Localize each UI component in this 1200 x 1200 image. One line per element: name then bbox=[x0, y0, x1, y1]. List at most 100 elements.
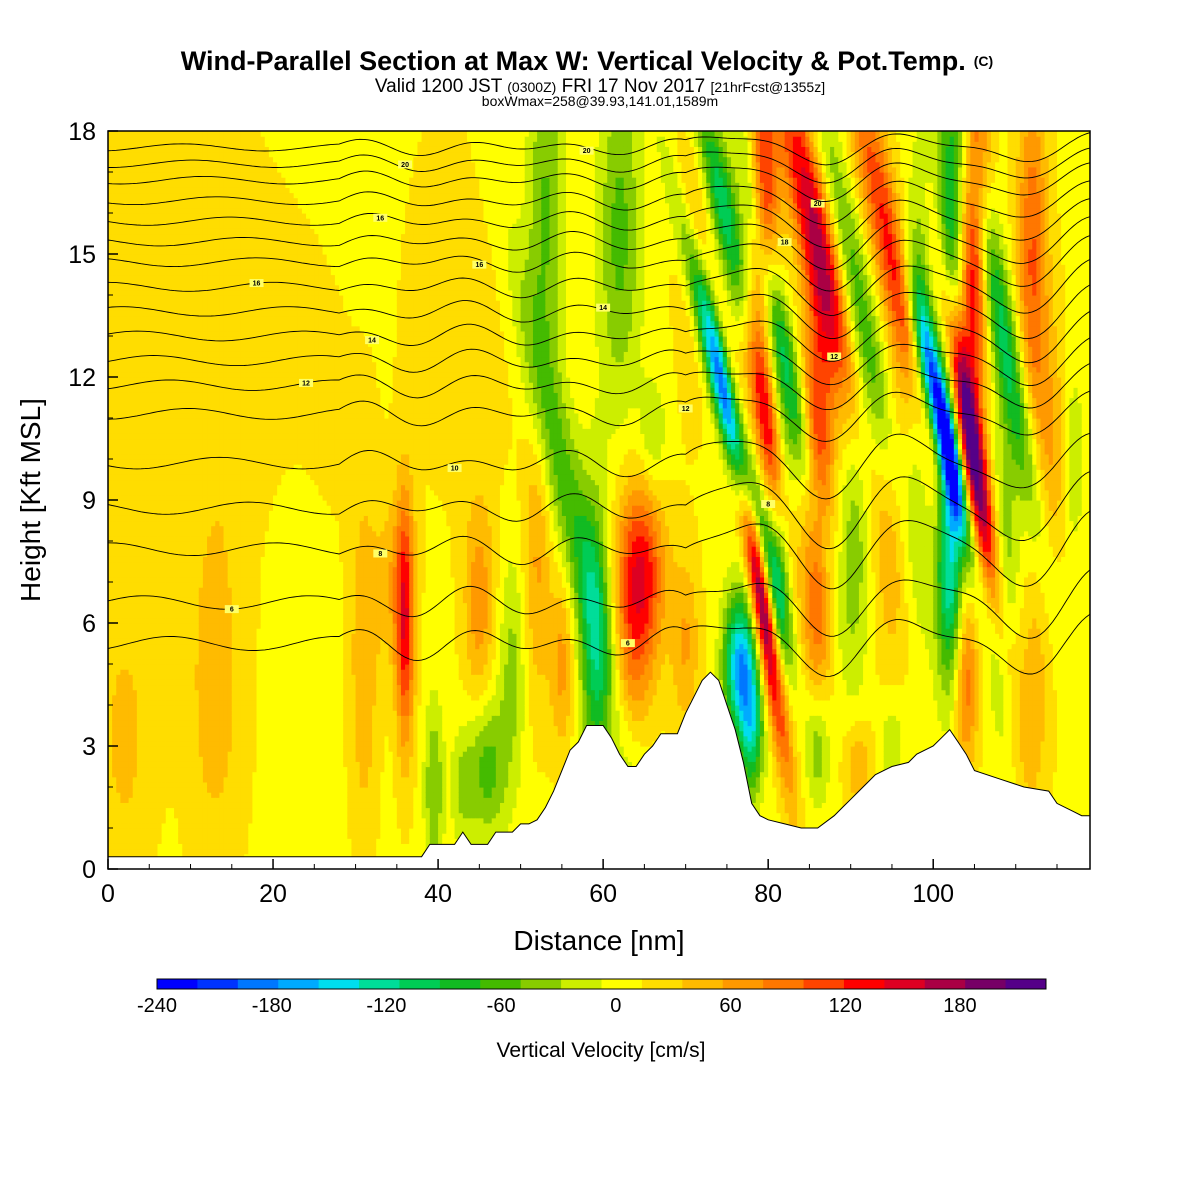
velocity-cell bbox=[166, 587, 171, 593]
velocity-cell bbox=[112, 761, 117, 767]
velocity-cell bbox=[232, 321, 237, 327]
velocity-cell bbox=[170, 152, 175, 158]
velocity-cell bbox=[228, 823, 233, 829]
velocity-cell bbox=[199, 331, 204, 337]
velocity-cell bbox=[244, 285, 249, 291]
velocity-cell bbox=[203, 838, 208, 844]
velocity-cell bbox=[186, 326, 191, 332]
velocity-cell bbox=[182, 403, 187, 409]
velocity-cell bbox=[166, 761, 171, 767]
velocity-cell bbox=[141, 562, 146, 568]
velocity-cell bbox=[125, 751, 130, 757]
velocity-cell bbox=[112, 843, 117, 849]
velocity-cell bbox=[186, 551, 191, 557]
velocity-cell bbox=[219, 813, 224, 819]
velocity-cell bbox=[182, 398, 187, 404]
velocity-cell bbox=[224, 659, 229, 665]
velocity-cell bbox=[153, 351, 158, 357]
velocity-cell bbox=[236, 664, 241, 670]
velocity-cell bbox=[170, 587, 175, 593]
velocity-cell bbox=[178, 362, 183, 368]
velocity-cell bbox=[244, 843, 249, 849]
velocity-cell bbox=[236, 280, 241, 286]
velocity-cell bbox=[137, 654, 142, 660]
velocity-cell bbox=[186, 157, 191, 163]
velocity-cell bbox=[129, 700, 134, 706]
velocity-cell bbox=[133, 275, 138, 281]
velocity-cell bbox=[182, 787, 187, 793]
velocity-cell bbox=[133, 387, 138, 393]
velocity-cell bbox=[133, 203, 138, 209]
velocity-cell bbox=[199, 746, 204, 752]
velocity-cell bbox=[207, 731, 212, 737]
velocity-cell bbox=[120, 813, 125, 819]
velocity-cell bbox=[219, 418, 224, 424]
velocity-cell bbox=[215, 623, 220, 629]
velocity-cell bbox=[162, 659, 167, 665]
velocity-cell bbox=[162, 751, 167, 757]
velocity-cell bbox=[174, 208, 179, 214]
velocity-cell bbox=[186, 449, 191, 455]
velocity-cell bbox=[129, 295, 134, 301]
velocity-cell bbox=[232, 808, 237, 814]
velocity-cell bbox=[186, 331, 191, 337]
velocity-cell bbox=[149, 777, 154, 783]
velocity-cell bbox=[244, 228, 249, 234]
velocity-cell bbox=[153, 736, 158, 742]
velocity-cell bbox=[236, 485, 241, 491]
velocity-cell bbox=[224, 316, 229, 322]
velocity-cell bbox=[125, 316, 130, 322]
velocity-cell bbox=[186, 808, 191, 814]
velocity-cell bbox=[141, 802, 146, 808]
velocity-cell bbox=[116, 500, 121, 506]
velocity-cell bbox=[170, 474, 175, 480]
velocity-cell bbox=[166, 187, 171, 193]
velocity-cell bbox=[125, 428, 130, 434]
velocity-cell bbox=[199, 613, 204, 619]
velocity-cell bbox=[191, 843, 196, 849]
velocity-cell bbox=[228, 787, 233, 793]
velocity-cell bbox=[191, 536, 196, 542]
velocity-cell bbox=[248, 469, 253, 475]
velocity-cell bbox=[228, 223, 233, 229]
velocity-cell bbox=[191, 362, 196, 368]
velocity-cell bbox=[244, 187, 249, 193]
velocity-cell bbox=[228, 720, 233, 726]
velocity-cell bbox=[149, 767, 154, 773]
velocity-cell bbox=[211, 720, 216, 726]
velocity-cell bbox=[224, 828, 229, 834]
velocity-cell bbox=[129, 249, 134, 255]
velocity-cell bbox=[207, 623, 212, 629]
velocity-cell bbox=[228, 761, 233, 767]
velocity-cell bbox=[199, 305, 204, 311]
velocity-cell bbox=[232, 715, 237, 721]
velocity-cell bbox=[149, 167, 154, 173]
velocity-cell bbox=[248, 669, 253, 675]
velocity-cell bbox=[162, 275, 167, 281]
velocity-cell bbox=[203, 321, 208, 327]
velocity-cell bbox=[174, 556, 179, 562]
velocity-cell bbox=[112, 556, 117, 562]
velocity-cell bbox=[153, 500, 158, 506]
velocity-cell bbox=[219, 269, 224, 275]
velocity-cell bbox=[149, 705, 154, 711]
velocity-cell bbox=[219, 843, 224, 849]
velocity-cell bbox=[170, 203, 175, 209]
velocity-cell bbox=[244, 577, 249, 583]
velocity-cell bbox=[178, 746, 183, 752]
velocity-cell bbox=[137, 751, 142, 757]
velocity-cell bbox=[203, 782, 208, 788]
velocity-cell bbox=[203, 515, 208, 521]
velocity-cell bbox=[215, 367, 220, 373]
velocity-cell bbox=[162, 182, 167, 188]
velocity-cell bbox=[199, 152, 204, 158]
velocity-cell bbox=[145, 193, 150, 199]
velocity-cell bbox=[125, 203, 130, 209]
velocity-cell bbox=[174, 649, 179, 655]
velocity-cell bbox=[182, 187, 187, 193]
velocity-cell bbox=[199, 346, 204, 352]
velocity-cell bbox=[153, 746, 158, 752]
velocity-cell bbox=[166, 198, 171, 204]
velocity-cell bbox=[240, 310, 245, 316]
velocity-cell bbox=[244, 244, 249, 250]
